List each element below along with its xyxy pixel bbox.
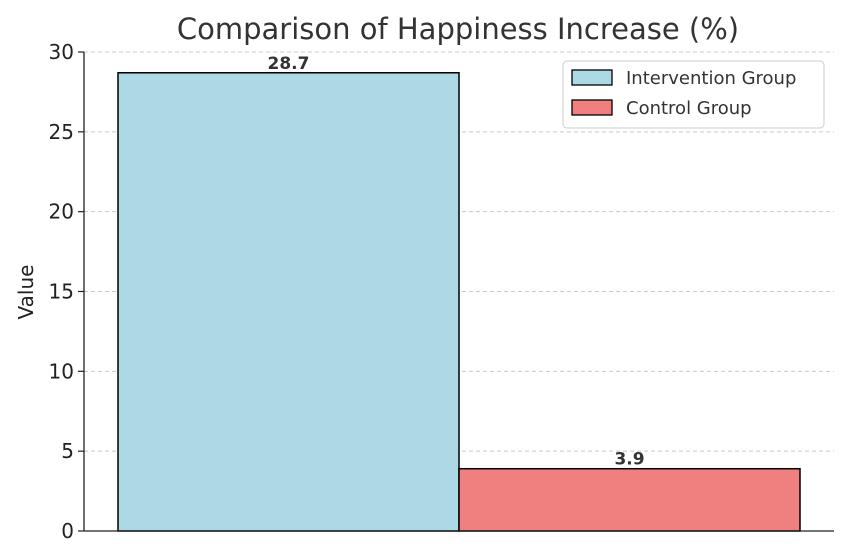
legend-box	[562, 60, 825, 129]
legend-swatch	[571, 99, 613, 116]
bar-data-label: 3.9	[614, 450, 644, 470]
legend-label: Control Group	[626, 98, 752, 119]
y-axis-label: Value	[14, 265, 38, 320]
y-tick-label: 15	[49, 280, 74, 304]
bars	[117, 72, 801, 532]
y-tick-label: 10	[49, 359, 74, 383]
y-tick-label: 20	[49, 200, 74, 224]
data-labels: 28.7 3.9	[268, 54, 645, 470]
bar-data-label: 28.7	[268, 54, 310, 74]
legend: Intervention Group Control Group	[562, 60, 825, 129]
y-tick-label: 0	[61, 519, 74, 543]
bar	[117, 72, 460, 532]
y-tick-label: 30	[49, 40, 74, 64]
y-tick-label: 25	[49, 120, 74, 144]
legend-swatch	[571, 69, 613, 86]
legend-label: Intervention Group	[626, 68, 796, 89]
y-ticks: 0 5 10 15 20 25 30	[49, 40, 84, 543]
bar	[458, 467, 801, 532]
y-tick-label: 5	[61, 439, 74, 463]
chart-title: Comparison of Happiness Increase (%)	[177, 12, 739, 46]
